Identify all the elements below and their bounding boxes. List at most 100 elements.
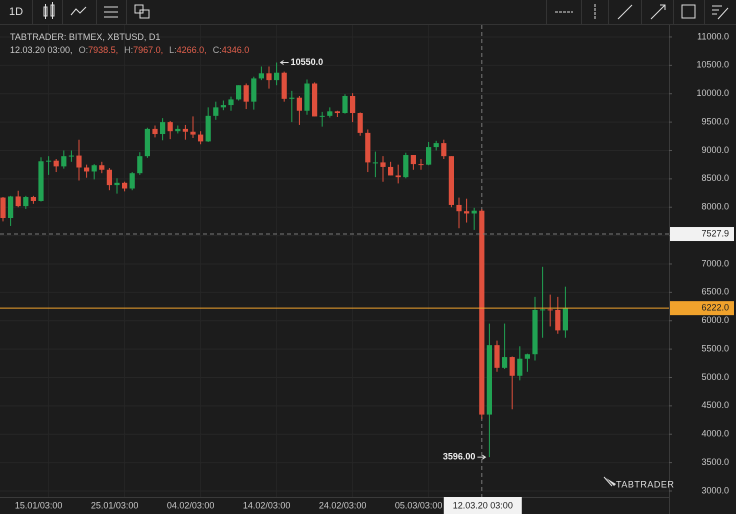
crosshair-price-label: 7527.9 — [701, 228, 729, 238]
candle-body — [334, 111, 340, 114]
candle-body — [312, 83, 318, 117]
candle-body — [30, 197, 36, 201]
candle-body — [99, 165, 105, 170]
candle-body — [0, 197, 6, 219]
candle-body — [403, 155, 409, 178]
plot-area — [0, 25, 669, 497]
candle-body — [114, 182, 120, 186]
candle-type-button[interactable] — [43, 2, 55, 19]
legend-label: H: — [124, 45, 134, 55]
y-tick-label: 10500.0 — [696, 60, 729, 70]
candle-body — [426, 147, 432, 165]
candle-body — [68, 155, 74, 157]
candle-body — [15, 196, 21, 207]
candle-body — [152, 128, 158, 135]
y-tick-label: 9000.0 — [701, 145, 729, 155]
legend-value: 4266.0, — [176, 45, 207, 55]
legend-label: L: — [169, 45, 177, 55]
watermark-text: TABTRADER — [616, 479, 674, 489]
candle-body — [91, 165, 97, 172]
candle-body — [296, 97, 302, 111]
legend-value: 7967.0, — [133, 45, 164, 55]
trendline-tool[interactable] — [617, 4, 633, 20]
candle-body — [160, 122, 166, 135]
y-tick-label: 5000.0 — [701, 372, 729, 382]
x-tick-label: 25.01/03:00 — [91, 500, 139, 510]
candle-body — [388, 166, 394, 176]
candle-body — [46, 160, 52, 162]
toolbar-icons — [43, 0, 729, 24]
max-marker-head — [279, 60, 284, 65]
candle-body — [190, 131, 196, 135]
x-tick-label: 15.01/03:00 — [15, 500, 63, 510]
legend-row: 12.03.20 03:00, O:7938.5, H:7967.0, L:4266.… — [10, 44, 249, 57]
candle-body — [266, 73, 272, 81]
candle-body — [106, 169, 112, 186]
candle-body — [524, 354, 530, 359]
crosshair-price-box — [670, 227, 734, 242]
candle-body — [167, 122, 173, 132]
candle-body — [274, 72, 280, 81]
ray-tool[interactable] — [650, 4, 666, 20]
candle-body — [365, 132, 371, 163]
candle-body — [23, 197, 29, 207]
legend-label: O: — [78, 45, 89, 55]
rectangle-tool[interactable] — [681, 4, 696, 19]
candle-body — [486, 345, 492, 415]
candle-body — [281, 72, 287, 99]
candle-body — [327, 111, 333, 116]
y-tick-label: 3000.0 — [701, 485, 729, 495]
candle-body — [562, 308, 568, 331]
candle-body — [198, 134, 204, 142]
y-tick-label: 7000.0 — [701, 258, 729, 268]
candle-body — [410, 155, 416, 165]
candle-body — [342, 95, 348, 114]
candle-body — [547, 309, 553, 311]
candle-body — [205, 115, 211, 142]
crosshair-time-box — [443, 497, 522, 514]
interval-button[interactable]: 1D — [9, 6, 23, 18]
x-tick-label: 24.02/03:00 — [319, 500, 367, 510]
candle-body — [395, 175, 401, 178]
candle-body — [418, 164, 424, 166]
candle-body — [144, 128, 150, 157]
candle-body — [441, 143, 447, 157]
candle-body — [61, 156, 67, 167]
candle-body — [456, 204, 462, 212]
toolbar — [0, 0, 736, 24]
candle-body — [372, 162, 378, 164]
candle-body — [258, 73, 264, 79]
candle-body — [228, 99, 234, 106]
indicators-button[interactable] — [70, 6, 87, 16]
x-tick-label: 04.02/03:00 — [167, 500, 215, 510]
settings-button[interactable] — [104, 6, 118, 18]
candle-body — [502, 357, 508, 368]
watermark — [603, 476, 616, 487]
last-price-label: 6222.0 — [701, 303, 729, 313]
y-tick-label: 8000.0 — [701, 202, 729, 212]
y-tick-label: 3500.0 — [701, 457, 729, 467]
candle-body — [494, 345, 500, 368]
candle-body — [555, 309, 561, 331]
legend-title: TABTRADER: BITMEX, XBTUSD, D1 — [10, 32, 161, 42]
candle-body — [517, 358, 523, 376]
candle-body — [448, 156, 454, 205]
candle-body — [84, 167, 90, 172]
draw-tool[interactable] — [712, 5, 729, 20]
candle-body — [471, 210, 477, 214]
y-tick-label: 5500.0 — [701, 343, 729, 353]
candle-body — [479, 210, 485, 415]
y-tick-label: 4500.0 — [701, 400, 729, 410]
y-tick-label: 9500.0 — [701, 116, 729, 126]
x-tick-label: 14.02/03:00 — [243, 500, 291, 510]
legend-value: 7938.5, — [88, 45, 119, 55]
candle-body — [38, 161, 44, 201]
layout-button[interactable] — [134, 4, 150, 19]
y-tick-label: 6500.0 — [701, 287, 729, 297]
candle-body — [53, 160, 59, 167]
candle-body — [129, 173, 135, 189]
y-tick-label: 6000.0 — [701, 315, 729, 325]
min-marker-head — [482, 454, 487, 460]
